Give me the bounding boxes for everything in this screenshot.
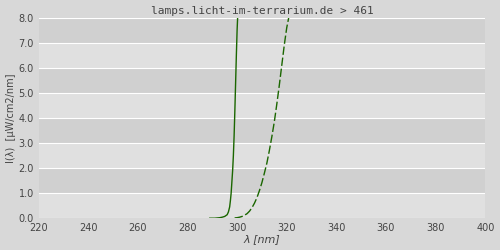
- Bar: [38, 93, 486, 118]
- Bar: [38, 118, 486, 143]
- Bar: [38, 143, 486, 168]
- Y-axis label: I(λ)  [μW/cm2/nm]: I(λ) [μW/cm2/nm]: [6, 73, 16, 163]
- Bar: [38, 193, 486, 218]
- Bar: [38, 68, 486, 93]
- Bar: [38, 168, 486, 193]
- Bar: [38, 43, 486, 68]
- Title: lamps.licht-im-terrarium.de > 461: lamps.licht-im-terrarium.de > 461: [150, 6, 374, 16]
- Bar: [38, 18, 486, 43]
- X-axis label: λ [nm]: λ [nm]: [244, 234, 281, 244]
